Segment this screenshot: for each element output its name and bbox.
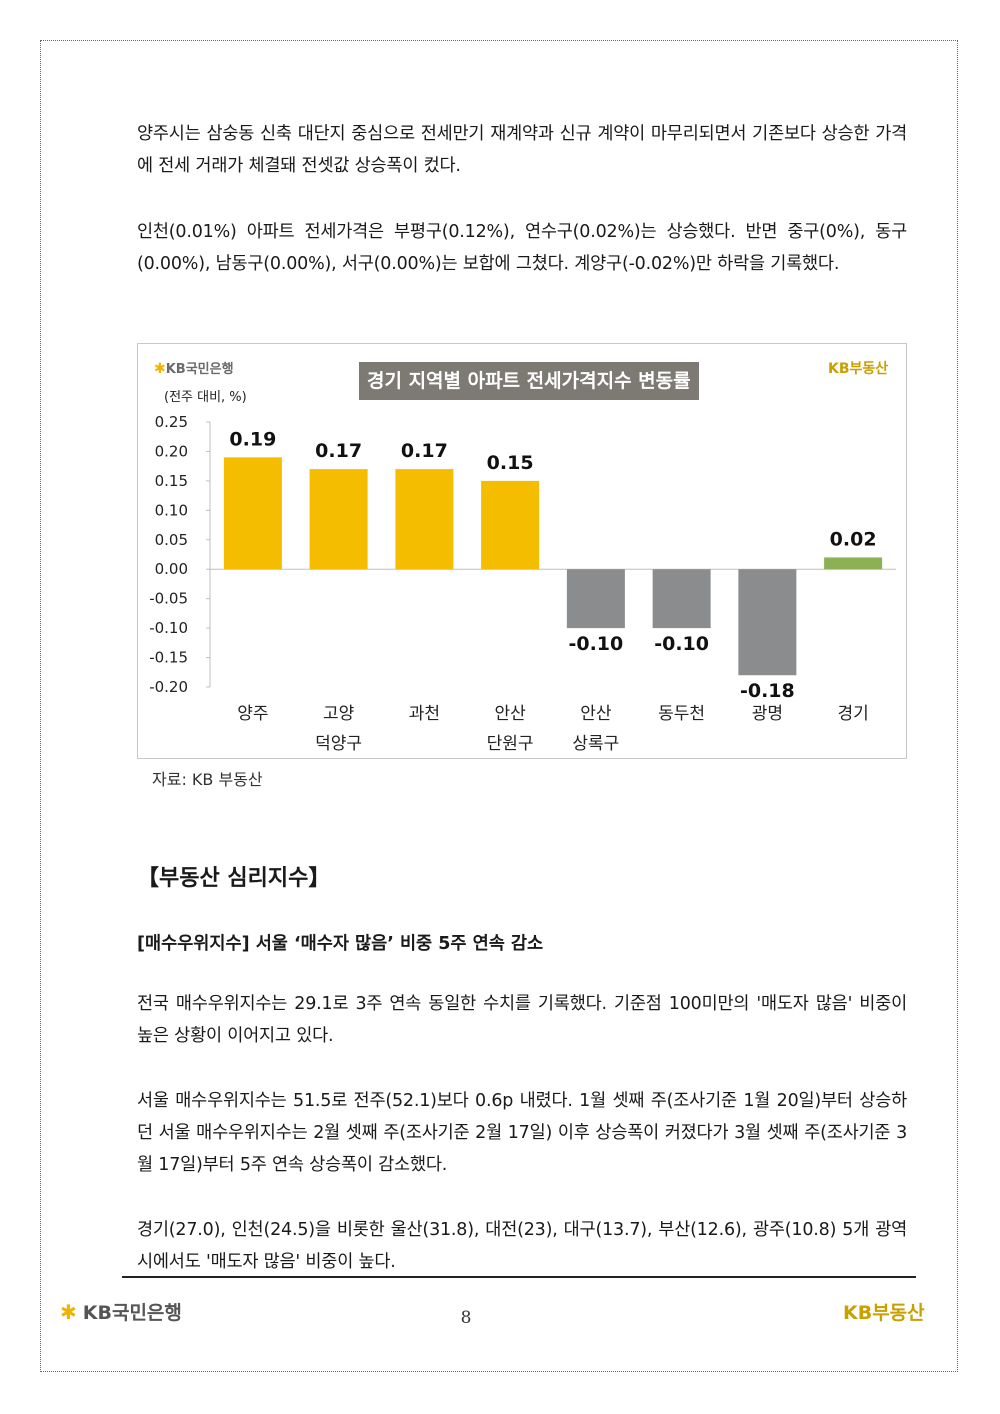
x-category-label: 안산 [494, 704, 526, 724]
paragraph-incheon: 인천(0.01%) 아파트 전세가격은 부평구(0.12%), 연수구(0.02… [137, 222, 907, 274]
x-category-label: 상록구 [572, 734, 619, 754]
page-border [40, 40, 958, 1372]
paragraph-seoul-index: 서울 매수우위지수는 51.5로 전주(52.1)보다 0.6p 내렸다. 1월… [137, 1091, 907, 1175]
kb-star-icon: ✱ [154, 361, 166, 377]
bar [395, 469, 454, 570]
data-label: -0.10 [568, 633, 623, 655]
bar [309, 469, 368, 570]
bar [652, 569, 711, 629]
data-label: -0.18 [740, 680, 795, 702]
chart-title: 경기 지역별 아파트 전세가격지수 변동률 [359, 362, 699, 400]
x-category-label: 광명 [752, 704, 783, 724]
bar [481, 480, 540, 570]
chart-container: ✱KB국민은행 KB부동산 경기 지역별 아파트 전세가격지수 변동률 (전주 … [137, 343, 907, 759]
y-tick-label: 0.10 [155, 501, 188, 519]
chart-unit-label: (전주 대비, %) [164, 390, 247, 405]
x-category-label: 경기 [837, 704, 868, 724]
data-label: 0.02 [830, 528, 877, 550]
y-tick-label: 0.05 [155, 531, 188, 549]
bar [738, 569, 797, 676]
y-tick-label: 0.20 [155, 442, 188, 460]
footer-kb-realestate-logo: KB부동산 [843, 1302, 925, 1324]
footer-kb-bank-logo: ✱ KB국민은행 [60, 1299, 182, 1325]
subsection-title: [매수우위지수] 서울 ‘매수자 많음’ 비중 5주 연속 감소 [137, 934, 544, 954]
x-category-label: 단원구 [487, 734, 534, 754]
paragraph-yangju: 양주시는 삼숭동 신축 대단지 중심으로 전세만기 재계약과 신규 계약이 마무… [137, 124, 907, 176]
footer-rule [122, 1276, 916, 1278]
paragraph-national-index: 전국 매수우위지수는 29.1로 3주 연속 동일한 수치를 기록했다. 기준점… [137, 994, 907, 1046]
chart-kb-bank-logo: ✱KB국민은행 [154, 361, 234, 377]
data-label: 0.17 [315, 440, 362, 462]
x-category-label: 양주 [237, 704, 268, 724]
y-tick-label: -0.10 [149, 619, 188, 637]
data-label: 0.15 [487, 452, 534, 474]
data-label: 0.17 [401, 440, 448, 462]
y-tick-label: 0.25 [155, 413, 188, 431]
chart-source: 자료: KB 부동산 [152, 770, 263, 789]
bar [824, 557, 883, 570]
paragraph-regional-index: 경기(27.0), 인천(24.5)을 비롯한 울산(31.8), 대전(23)… [137, 1220, 907, 1272]
y-tick-label: -0.15 [149, 649, 188, 667]
x-category-label: 안산 [580, 704, 612, 724]
data-label: -0.10 [654, 633, 709, 655]
y-tick-label: -0.05 [149, 590, 188, 608]
bar [566, 569, 625, 629]
y-tick-label: -0.20 [149, 678, 188, 696]
page-number: 8 [460, 1308, 472, 1328]
x-category-label: 동두천 [658, 704, 705, 724]
x-category-label: 덕양구 [315, 734, 362, 754]
y-tick-label: 0.00 [155, 560, 188, 578]
kb-star-icon: ✱ [60, 1299, 77, 1324]
bar [223, 457, 282, 570]
y-tick-label: 0.15 [155, 472, 188, 490]
bar-chart: 0.25 0.20 0.15 0.10 0.05 0.00 -0.05 -0.10 -0.15 -… [149, 413, 896, 754]
x-category-label: 고양 [323, 704, 354, 724]
data-label: 0.19 [229, 428, 276, 450]
x-category-label: 과천 [409, 704, 440, 724]
section-title: 【부동산 심리지수】 [137, 866, 331, 891]
chart-kb-realestate-logo: KB부동산 [828, 361, 889, 377]
